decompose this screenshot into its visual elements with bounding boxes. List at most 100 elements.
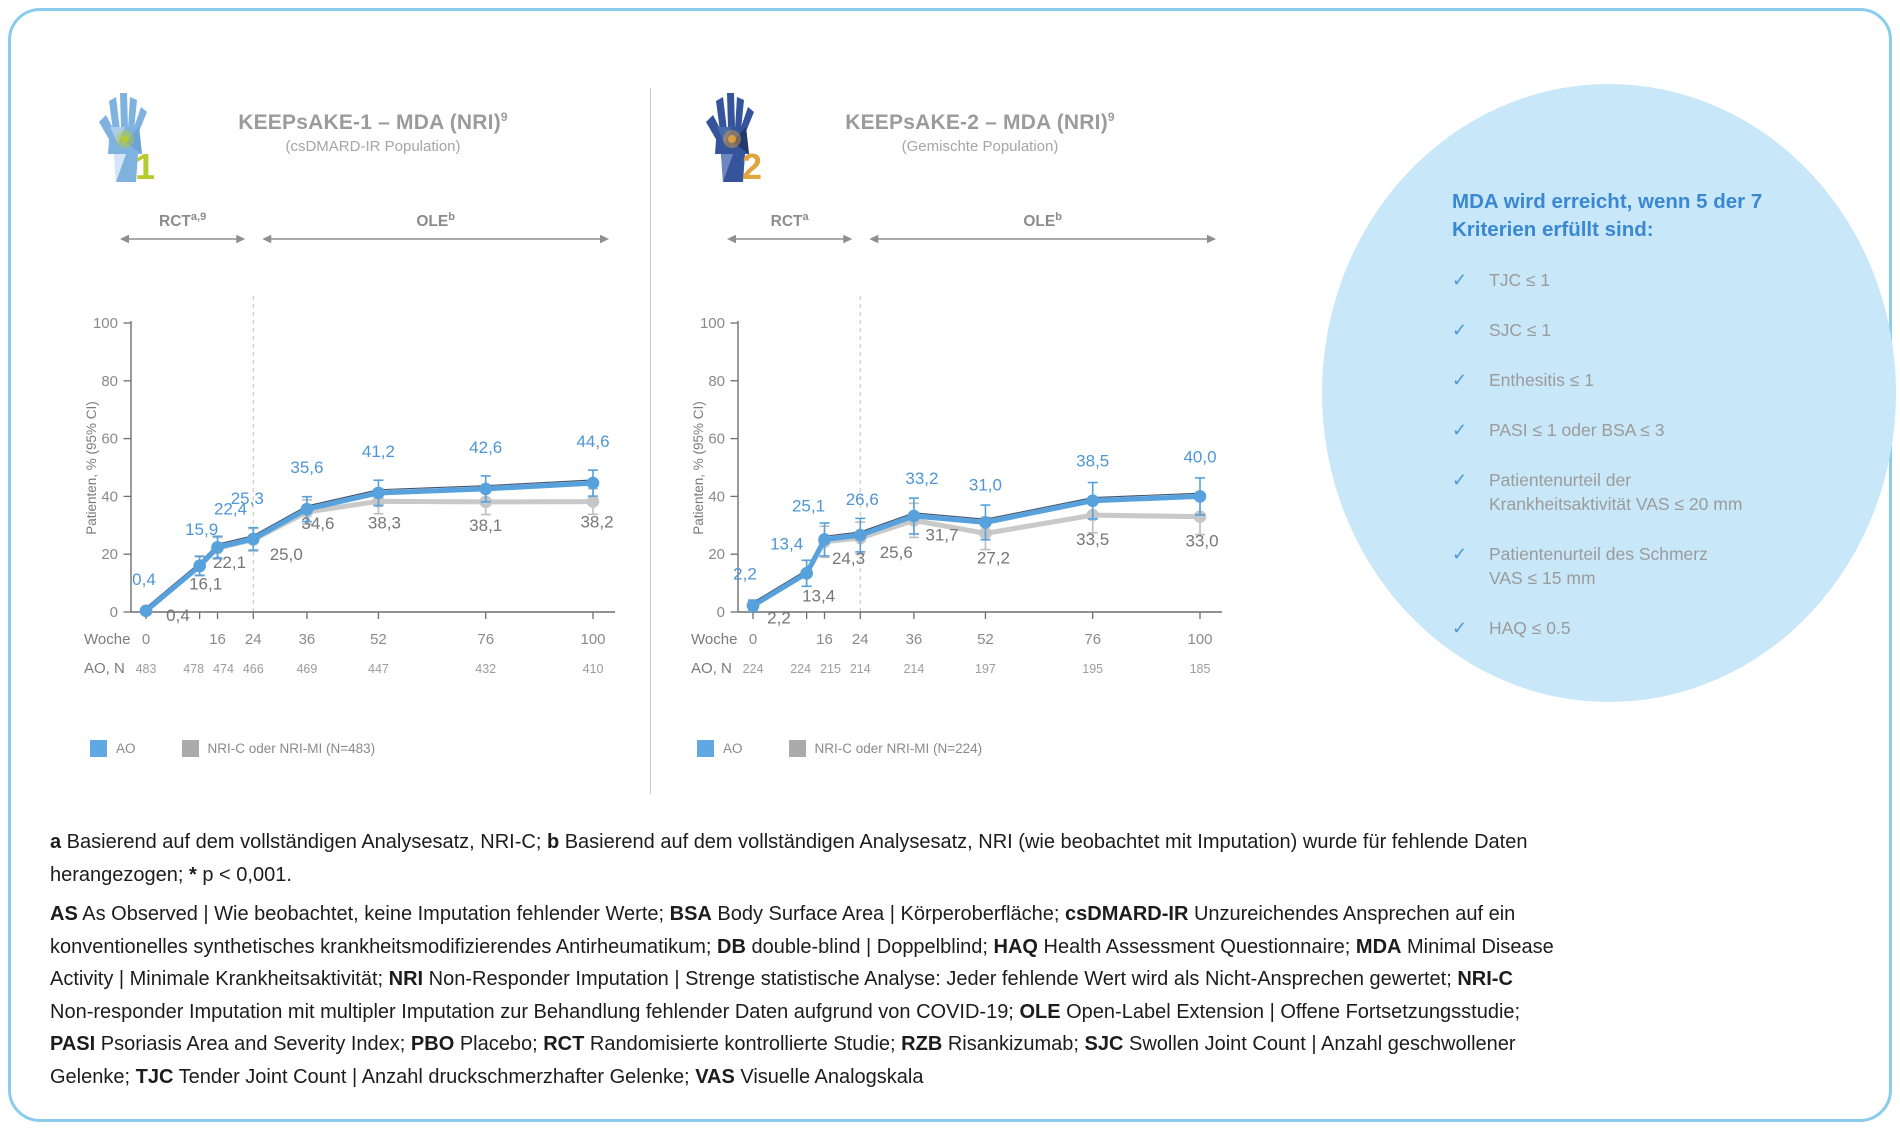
data-label: 27,2 — [977, 548, 1010, 567]
data-label: 34,6 — [301, 514, 334, 533]
chart-title-block: KEEPsAKE-2 – MDA (NRI)9 (Gemischte Popul… — [765, 110, 1195, 155]
data-label: 2,2 — [733, 565, 757, 584]
n-value: 432 — [475, 662, 496, 676]
chart-title-block: KEEPsAKE-1 – MDA (NRI)9 (csDMARD-IR Popu… — [158, 110, 588, 155]
check-icon: ✓ — [1452, 320, 1468, 340]
check-icon: ✓ — [1452, 618, 1468, 638]
data-label: 2,2 — [767, 609, 791, 628]
criteria-item-1: ✓ TJC ≤ 1 — [1452, 268, 1884, 292]
chart-1-canvas: RCTa,9 OLEb 0 20 40 60 80 100 0 16 24 36 52 76 100 Woch… — [84, 211, 615, 677]
data-point — [818, 533, 831, 546]
chart-2-canvas: RCTa OLEb 0 20 40 60 80 100 0 16 24 36 52 76 100 Woche A… — [691, 211, 1222, 677]
week-tick: 100 — [580, 631, 605, 648]
data-label: 44,6 — [576, 432, 609, 451]
week-tick: 52 — [370, 631, 387, 648]
legend-swatch — [181, 740, 199, 757]
check-icon: ✓ — [1452, 370, 1468, 390]
legend-label: AO — [723, 741, 743, 756]
footnote-a-b: a Basierend auf dem vollständigen Analys… — [50, 831, 1528, 886]
y-tick: 60 — [708, 431, 725, 448]
legend-item: NRI-C oder NRI-MI (N=224) — [788, 740, 982, 757]
data-label: 38,5 — [1076, 452, 1109, 471]
criteria-text: Enthesitis ≤ 1 — [1489, 370, 1594, 390]
n-value: 483 — [136, 662, 157, 676]
check-icon: ✓ — [1452, 544, 1468, 564]
x-axis-label: Woche — [84, 631, 130, 648]
n-value: 478 — [183, 662, 204, 676]
criteria-item-2: ✓ SJC ≤ 1 — [1452, 318, 1884, 342]
hand-icon-2: 2 — [706, 93, 762, 184]
phase-label-rct: RCTa — [771, 211, 810, 230]
n-value: 215 — [820, 662, 841, 676]
data-label: 33,2 — [905, 469, 938, 488]
y-tick: 40 — [708, 488, 725, 505]
y-tick: 40 — [101, 488, 118, 505]
n-value: 224 — [790, 662, 811, 676]
n-value: 474 — [213, 662, 234, 676]
data-point — [907, 509, 921, 523]
data-label: 33,5 — [1076, 530, 1109, 549]
data-point — [1086, 494, 1100, 508]
data-point — [300, 502, 314, 516]
week-tick: 24 — [245, 631, 262, 648]
y-axis-label: Patienten, % (95% CI) — [691, 401, 706, 535]
data-label: 31,0 — [969, 475, 1002, 494]
criteria-item-3: ✓ Enthesitis ≤ 1 — [1452, 368, 1884, 392]
data-point — [853, 528, 867, 542]
data-label: 24,3 — [832, 549, 865, 568]
n-value: 469 — [296, 662, 317, 676]
y-tick: 80 — [101, 373, 118, 390]
data-point — [800, 566, 813, 580]
week-tick: 16 — [209, 631, 226, 648]
data-label: 38,3 — [368, 513, 401, 532]
legend-item: NRI-C oder NRI-MI (N=483) — [181, 740, 375, 757]
week-tick: 16 — [816, 631, 833, 648]
data-point — [1193, 510, 1207, 523]
criteria-item-7: ✓ HAQ ≤ 0.5 — [1452, 616, 1884, 640]
criteria-text: TJC ≤ 1 — [1489, 270, 1551, 290]
data-label: 31,7 — [925, 525, 958, 544]
data-label: 16,1 — [189, 574, 222, 593]
phase-label-rct: RCTa,9 — [159, 211, 206, 230]
n-row-label: AO, N — [691, 660, 732, 677]
data-label: 40,0 — [1183, 447, 1216, 466]
criteria-item-5: ✓ Patientenurteil der Krankheitsaktivität… — [1452, 468, 1884, 516]
data-label: 15,9 — [185, 520, 218, 539]
data-label: 41,2 — [362, 442, 395, 461]
legend-item: AO — [90, 740, 136, 757]
hand-icon-1: 1 — [99, 93, 155, 184]
data-point — [372, 486, 385, 500]
legend-swatch — [788, 740, 806, 757]
x-axis-label: Woche — [691, 631, 737, 648]
y-tick: 20 — [101, 546, 118, 563]
chart-subtitle: (Gemischte Population) — [901, 138, 1059, 155]
criteria-text: Patientenurteil des Schmerz VAS ≤ 15 mm — [1489, 544, 1708, 588]
data-label: 33,0 — [1185, 532, 1218, 551]
data-label: 25,6 — [880, 543, 913, 562]
week-tick: 24 — [852, 631, 869, 648]
check-icon: ✓ — [1452, 270, 1468, 290]
data-label: 38,2 — [580, 513, 613, 532]
n-value: 214 — [850, 662, 871, 676]
criteria-text: PASI ≤ 1 oder BSA ≤ 3 — [1489, 420, 1665, 440]
abbreviations-footnote: AS As Observed | Wie beobachtet, keine I… — [50, 903, 1554, 1088]
data-point — [193, 559, 206, 573]
n-value: 410 — [583, 662, 604, 676]
n-value: 224 — [743, 662, 764, 676]
week-tick: 0 — [749, 631, 757, 648]
criteria-item-4: ✓ PASI ≤ 1 oder BSA ≤ 3 — [1452, 418, 1884, 442]
y-tick: 0 — [717, 604, 725, 621]
data-label: 38,1 — [469, 516, 502, 535]
ao-line — [750, 493, 1203, 609]
data-label: 0,4 — [166, 606, 190, 625]
n-value: 195 — [1082, 662, 1103, 676]
criteria-text: HAQ ≤ 0.5 — [1489, 618, 1571, 638]
data-label: 35,6 — [290, 458, 323, 477]
week-tick: 52 — [977, 631, 994, 648]
mda-criteria-content: MDA wird erreicht, wenn 5 der 7 Kriterie… — [1452, 188, 1884, 666]
criteria-text: Patientenurteil der Krankheitsaktivität … — [1489, 470, 1743, 514]
n-value: 447 — [368, 662, 389, 676]
criteria-list: ✓ TJC ≤ 1 ✓ SJC ≤ 1 ✓ Enthesitis ≤ 1 ✓ PASI ≤ 1… — [1452, 268, 1884, 640]
criteria-text: SJC ≤ 1 — [1489, 320, 1552, 340]
hand-number: 1 — [135, 146, 155, 184]
